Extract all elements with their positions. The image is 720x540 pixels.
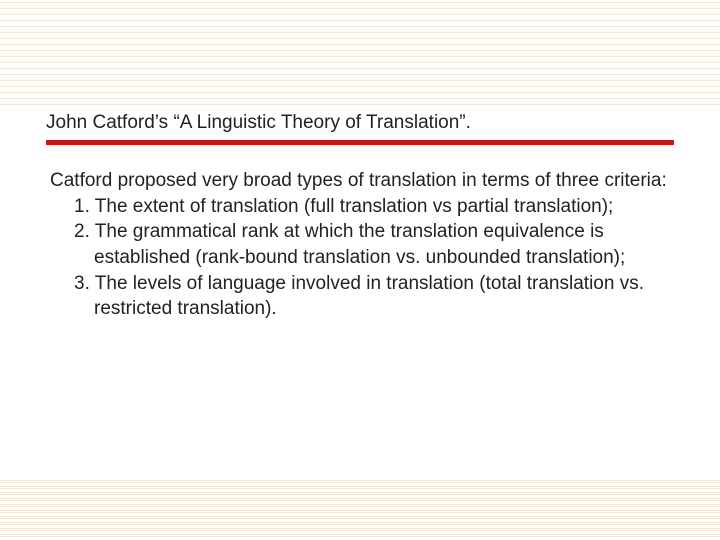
criteria-item-2: 2. The grammatical rank at which the tra… — [46, 219, 674, 270]
title-underline — [46, 140, 674, 145]
slide: John Catford’s “A Linguistic Theory of T… — [0, 0, 720, 540]
body-region: Catford proposed very broad types of tra… — [46, 168, 674, 322]
criteria-item-3: 3. The levels of language involved in tr… — [46, 271, 674, 322]
criteria-item-1: 1. The extent of translation (full trans… — [46, 194, 674, 220]
intro-text: Catford proposed very broad types of tra… — [46, 168, 674, 194]
